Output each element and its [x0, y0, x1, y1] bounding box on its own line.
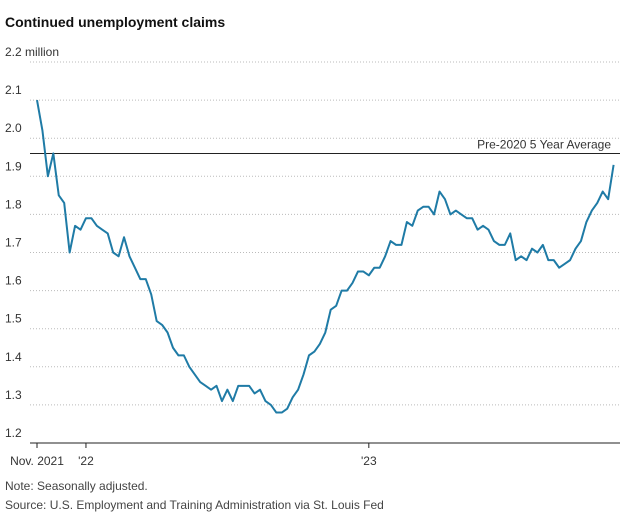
y-tick-label: 1.6: [5, 274, 22, 288]
y-tick-label: 2.0: [5, 121, 22, 135]
y-tick-label: 1.4: [5, 350, 22, 364]
y-tick-label: 2.1: [5, 83, 22, 97]
note: Note: Seasonally adjusted.: [5, 479, 148, 493]
reference-label: Pre-2020 5 Year Average: [477, 137, 611, 151]
y-tick-label: 1.7: [5, 236, 22, 250]
y-tick-label: 2.2 million: [5, 45, 59, 59]
y-tick-label: 1.5: [5, 312, 22, 326]
x-tick-label: '22: [78, 454, 94, 468]
x-tick-label: Nov. 2021: [10, 454, 64, 468]
data-line: [36, 99, 615, 414]
x-tick-label: '23: [361, 454, 377, 468]
chart-title: Continued unemployment claims: [5, 14, 225, 30]
y-tick-label: 1.2: [5, 426, 22, 440]
y-tick-label: 1.3: [5, 388, 22, 402]
source: Source: U.S. Employment and Training Adm…: [5, 498, 384, 512]
y-tick-label: 1.8: [5, 197, 22, 211]
y-tick-label: 1.9: [5, 159, 22, 173]
